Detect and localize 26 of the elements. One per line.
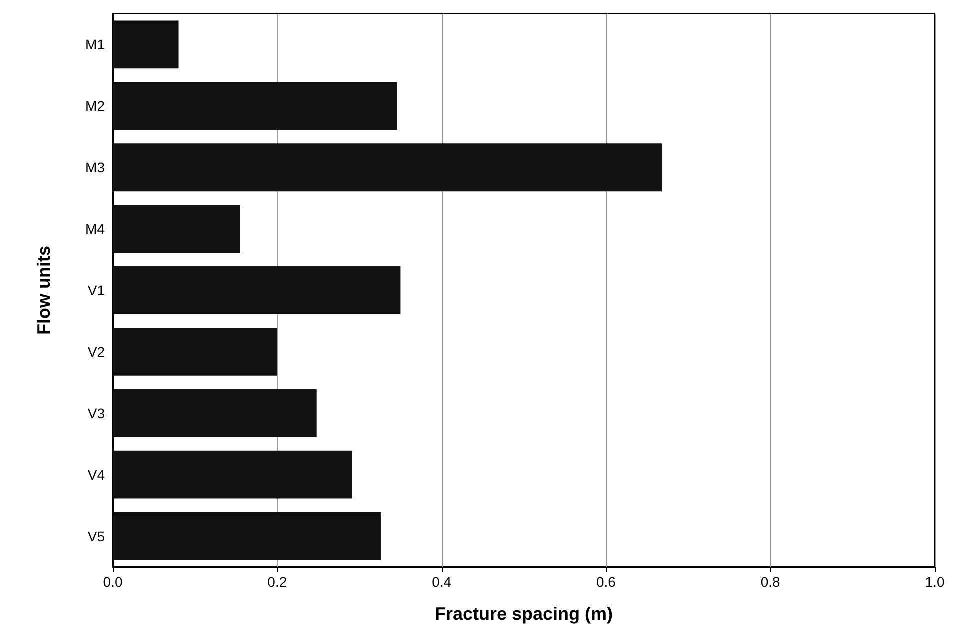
x-axis-title: Fracture spacing (m) [434,604,614,624]
y-tick-label: V2 [88,344,106,360]
bar [113,144,662,192]
y-tick-label: V4 [88,466,106,483]
y-tick-label: M2 [86,98,106,114]
y-tick-label: M1 [86,36,106,53]
y-tick-label: V1 [88,282,106,298]
bar [113,512,381,560]
y-tick-label: V5 [88,528,106,544]
y-tick-label: M3 [86,160,106,176]
y-axis-title: Flow units [34,246,54,335]
y-tick-label: V3 [88,405,106,422]
x-tick-label: 0.2 [268,574,288,590]
y-tick-label: M4 [86,221,106,238]
bar [113,450,352,499]
bar [113,20,179,69]
bar [113,82,398,130]
bar [113,266,401,314]
x-tick-label: 0.4 [432,574,452,590]
bar [113,389,317,438]
x-tick-label: 1.0 [925,574,945,590]
bar [113,205,240,254]
x-tick-label: 0.0 [103,574,123,590]
bar [113,328,278,376]
x-tick-label: 0.8 [760,574,781,590]
x-tick-label: 0.6 [596,574,616,590]
